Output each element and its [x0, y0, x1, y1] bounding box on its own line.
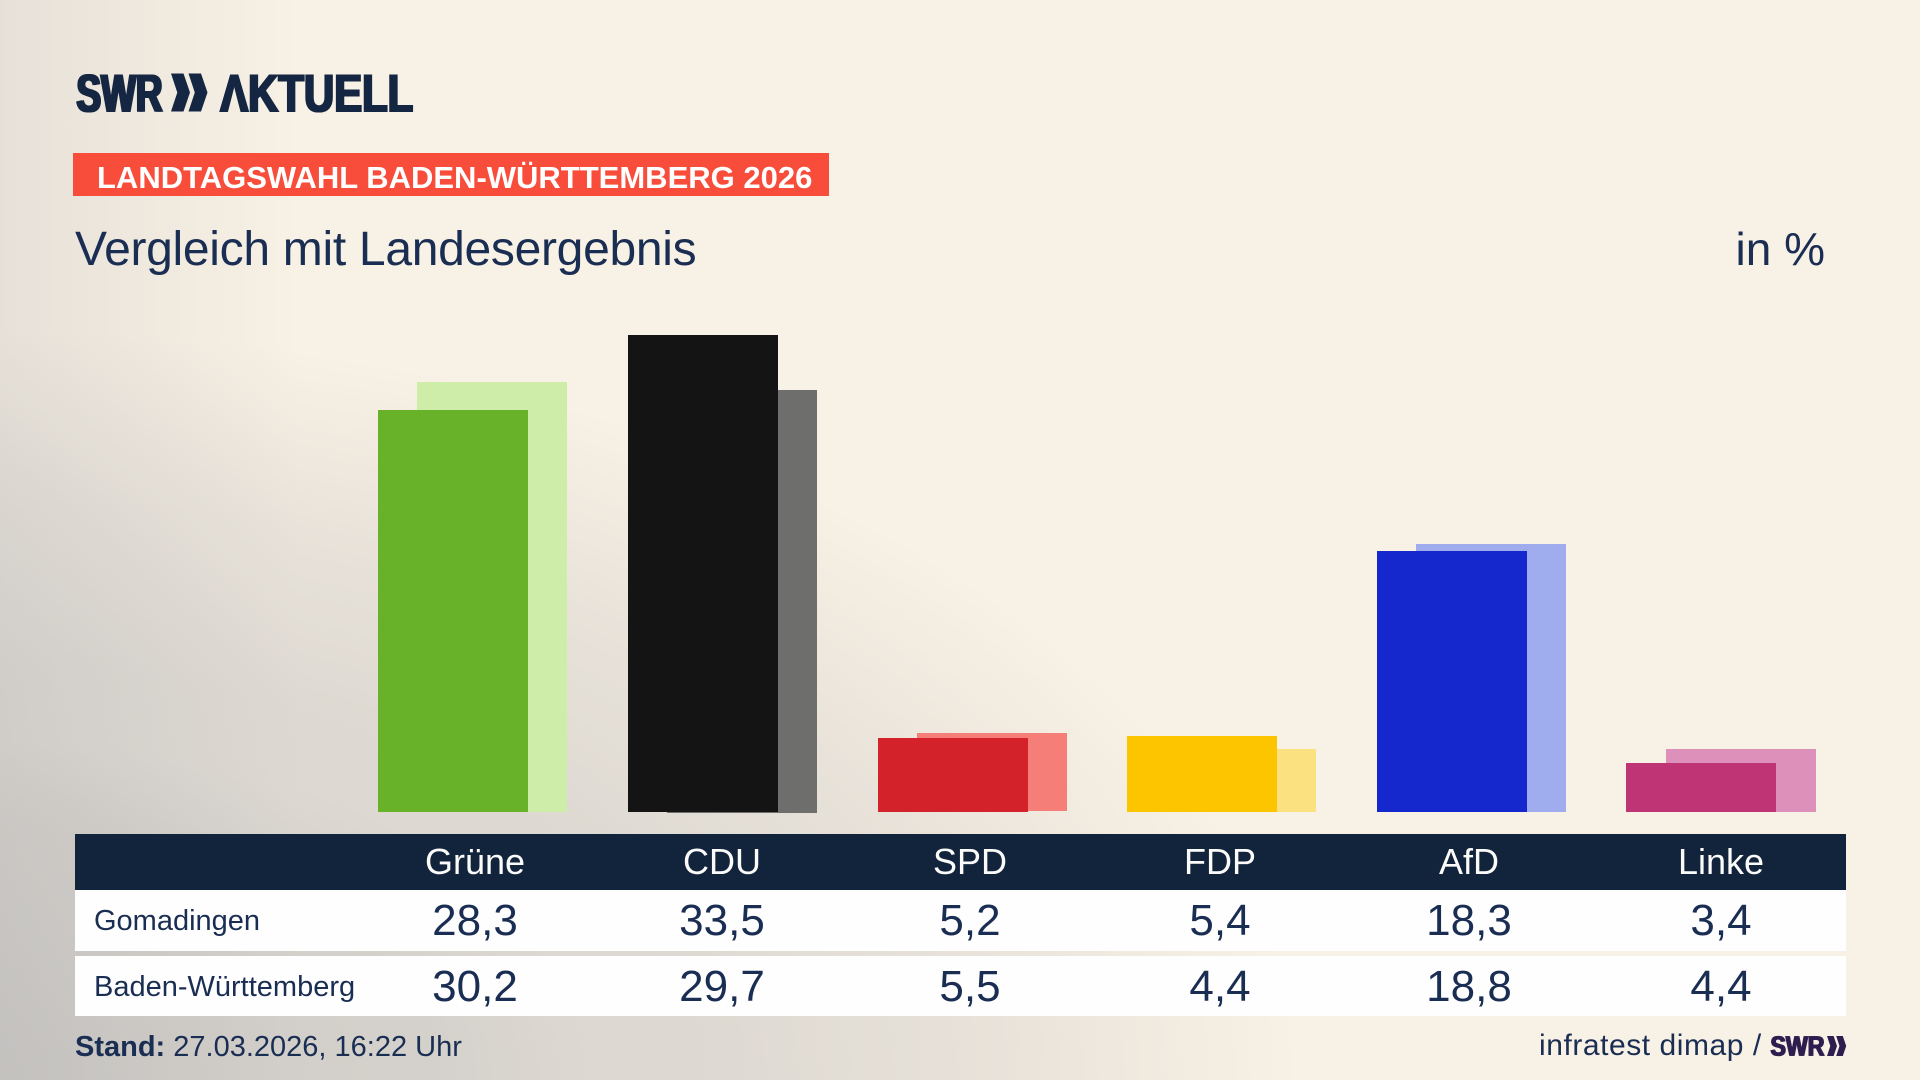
svg-text:SWR: SWR	[76, 65, 162, 124]
svg-text:SWR: SWR	[1770, 1031, 1824, 1062]
svg-text:SWR: SWR	[1771, 1031, 1825, 1062]
svg-text:ΛKTUELL: ΛKTUELL	[220, 65, 413, 124]
svg-text:ΛKTUELL: ΛKTUELL	[221, 65, 414, 124]
svg-text:SWR: SWR	[78, 65, 164, 124]
